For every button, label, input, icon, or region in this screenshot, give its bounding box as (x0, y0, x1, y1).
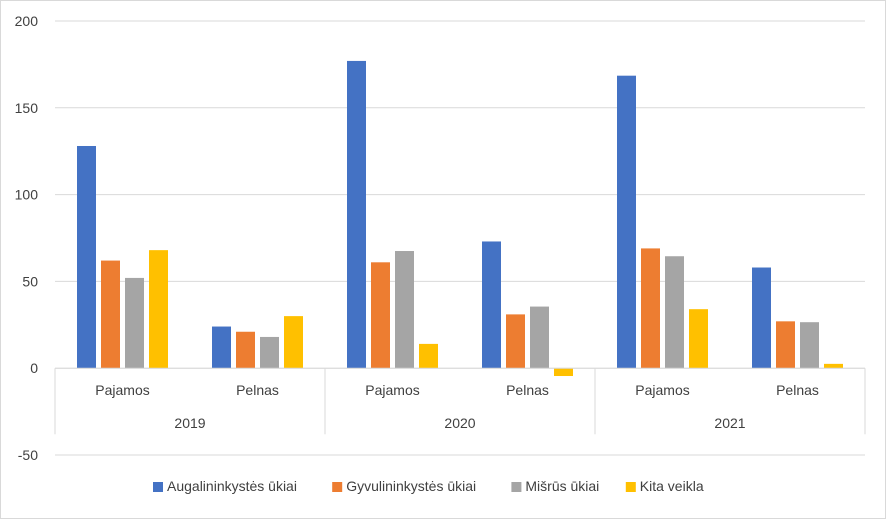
gridlines (55, 20, 865, 456)
bar (554, 368, 573, 377)
y-axis-ticks: -50 0 50 100 150 200 (15, 13, 39, 463)
bar (260, 336, 279, 369)
bar (101, 260, 120, 369)
bar (641, 248, 660, 369)
y-tick-label: 100 (15, 187, 39, 203)
category-label: Pajamos (365, 382, 419, 398)
bar (212, 326, 231, 369)
y-tick-label: 50 (22, 273, 38, 289)
legend-label: Mišrūs ūkiai (525, 478, 599, 494)
y-tick-label: 200 (15, 13, 39, 29)
bar (800, 322, 819, 369)
bar (482, 241, 501, 369)
category-label: Pelnas (236, 382, 279, 398)
legend: Augalininkystės ūkiai Gyvulininkystės ūki… (153, 478, 704, 494)
category-label: Pajamos (95, 382, 149, 398)
y-tick-label: 0 (30, 360, 38, 376)
bar (506, 314, 525, 369)
bar (77, 145, 96, 369)
bar (752, 267, 771, 369)
bar (395, 251, 414, 369)
legend-label: Augalininkystės ūkiai (167, 478, 297, 494)
bar (236, 331, 255, 369)
y-tick-label: -50 (18, 447, 38, 463)
legend-swatch (511, 482, 522, 492)
bar (347, 60, 366, 369)
bar (125, 277, 144, 369)
category-label: Pajamos (635, 382, 689, 398)
bar (617, 75, 636, 369)
category-label: Pelnas (506, 382, 549, 398)
bar (689, 309, 708, 369)
legend-swatch (332, 482, 343, 492)
group-label: 2021 (714, 415, 745, 431)
bar (419, 343, 438, 369)
legend-swatch (153, 482, 163, 492)
legend-label: Gyvulininkystės ūkiai (346, 478, 476, 494)
bars (77, 60, 843, 377)
y-tick-label: 150 (15, 100, 39, 116)
legend-swatch (625, 482, 636, 492)
group-label: 2020 (444, 415, 475, 431)
bar (149, 250, 168, 369)
legend-label: Kita veikla (640, 478, 704, 494)
bar (776, 321, 795, 369)
bar (530, 306, 549, 369)
bar (824, 363, 843, 369)
x-axis: Pajamos Pelnas Pajamos Pelnas Pajamos Pelnas 2… (54, 367, 866, 435)
bar (284, 316, 303, 369)
bar (371, 262, 390, 369)
bar (665, 256, 684, 369)
group-label: 2019 (174, 415, 205, 431)
category-label: Pelnas (776, 382, 819, 398)
